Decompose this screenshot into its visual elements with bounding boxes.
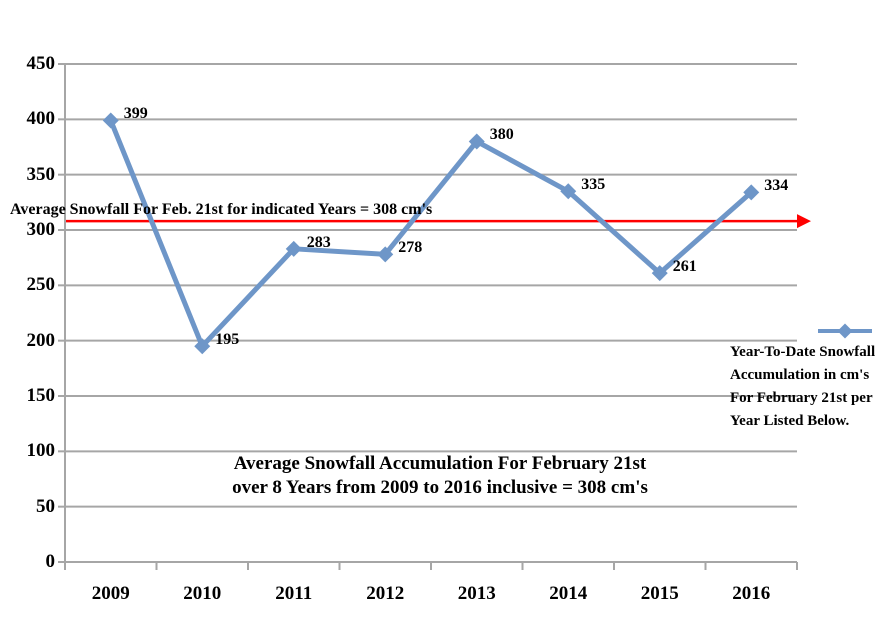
legend-line-4: Year Listed Below.	[730, 413, 850, 429]
y-axis-tick-label: 0	[45, 551, 56, 572]
data-point-marker	[651, 265, 668, 282]
data-point-marker	[560, 183, 577, 200]
average-line-label: Average Snowfall For Feb. 21st for indic…	[10, 201, 433, 218]
y-axis-tick-label: 200	[26, 329, 56, 351]
legend-line-2: Accumulation in cm's	[730, 367, 870, 383]
x-axis-tick-label: 2013	[457, 583, 496, 604]
data-point-label: 399	[123, 105, 148, 123]
data-point-label: 335	[581, 176, 606, 194]
x-axis-tick-label: 2016	[732, 583, 771, 604]
center-annotation-line2: over 8 Years from 2009 to 2016 inclusive…	[232, 477, 648, 498]
data-point-marker	[102, 112, 119, 129]
data-point-marker	[285, 240, 302, 257]
y-axis-tick-label: 450	[26, 53, 56, 74]
data-point-label: 278	[398, 239, 423, 257]
average-line-arrowhead-icon	[797, 214, 811, 229]
center-annotation-line1: Average Snowfall Accumulation For Februa…	[233, 453, 647, 474]
legend-diamond-marker-icon	[837, 323, 853, 339]
data-point-label: 283	[306, 233, 331, 251]
data-point-marker	[377, 246, 394, 263]
legend: Year-To-Date Snowfall Accumulation in cm…	[730, 341, 886, 433]
x-axis-tick-label: 2014	[549, 583, 588, 604]
legend-line-1: Year-To-Date Snowfall	[730, 344, 876, 360]
data-point-label: 195	[215, 331, 240, 349]
x-axis-tick-label: 2012	[366, 583, 405, 604]
y-axis-tick-label: 100	[26, 440, 56, 462]
data-point-marker	[743, 184, 760, 201]
y-axis-tick-label: 250	[26, 274, 56, 296]
y-axis-tick-label: 150	[26, 385, 56, 406]
series-line	[108, 117, 754, 349]
y-axis-tick-label: 400	[26, 108, 56, 130]
data-point-marker	[194, 338, 211, 355]
x-axis-tick-label: 2010	[183, 583, 222, 604]
center-annotation: Average Snowfall Accumulation For Februa…	[150, 452, 730, 500]
y-axis-tick-label: 350	[26, 163, 56, 185]
y-axis-tick-label: 50	[36, 495, 55, 517]
legend-line-3: For February 21st per	[730, 390, 873, 406]
x-axis-tick-label: 2011	[275, 583, 313, 604]
data-point-label: 334	[764, 177, 789, 195]
data-point-label: 261	[672, 258, 697, 276]
y-axis-tick-label: 300	[26, 219, 56, 240]
data-point-marker	[468, 133, 485, 150]
x-axis-tick-label: 2015	[640, 583, 679, 604]
x-axis-tick-label: 2009	[91, 583, 130, 604]
data-point-label: 380	[489, 126, 514, 144]
